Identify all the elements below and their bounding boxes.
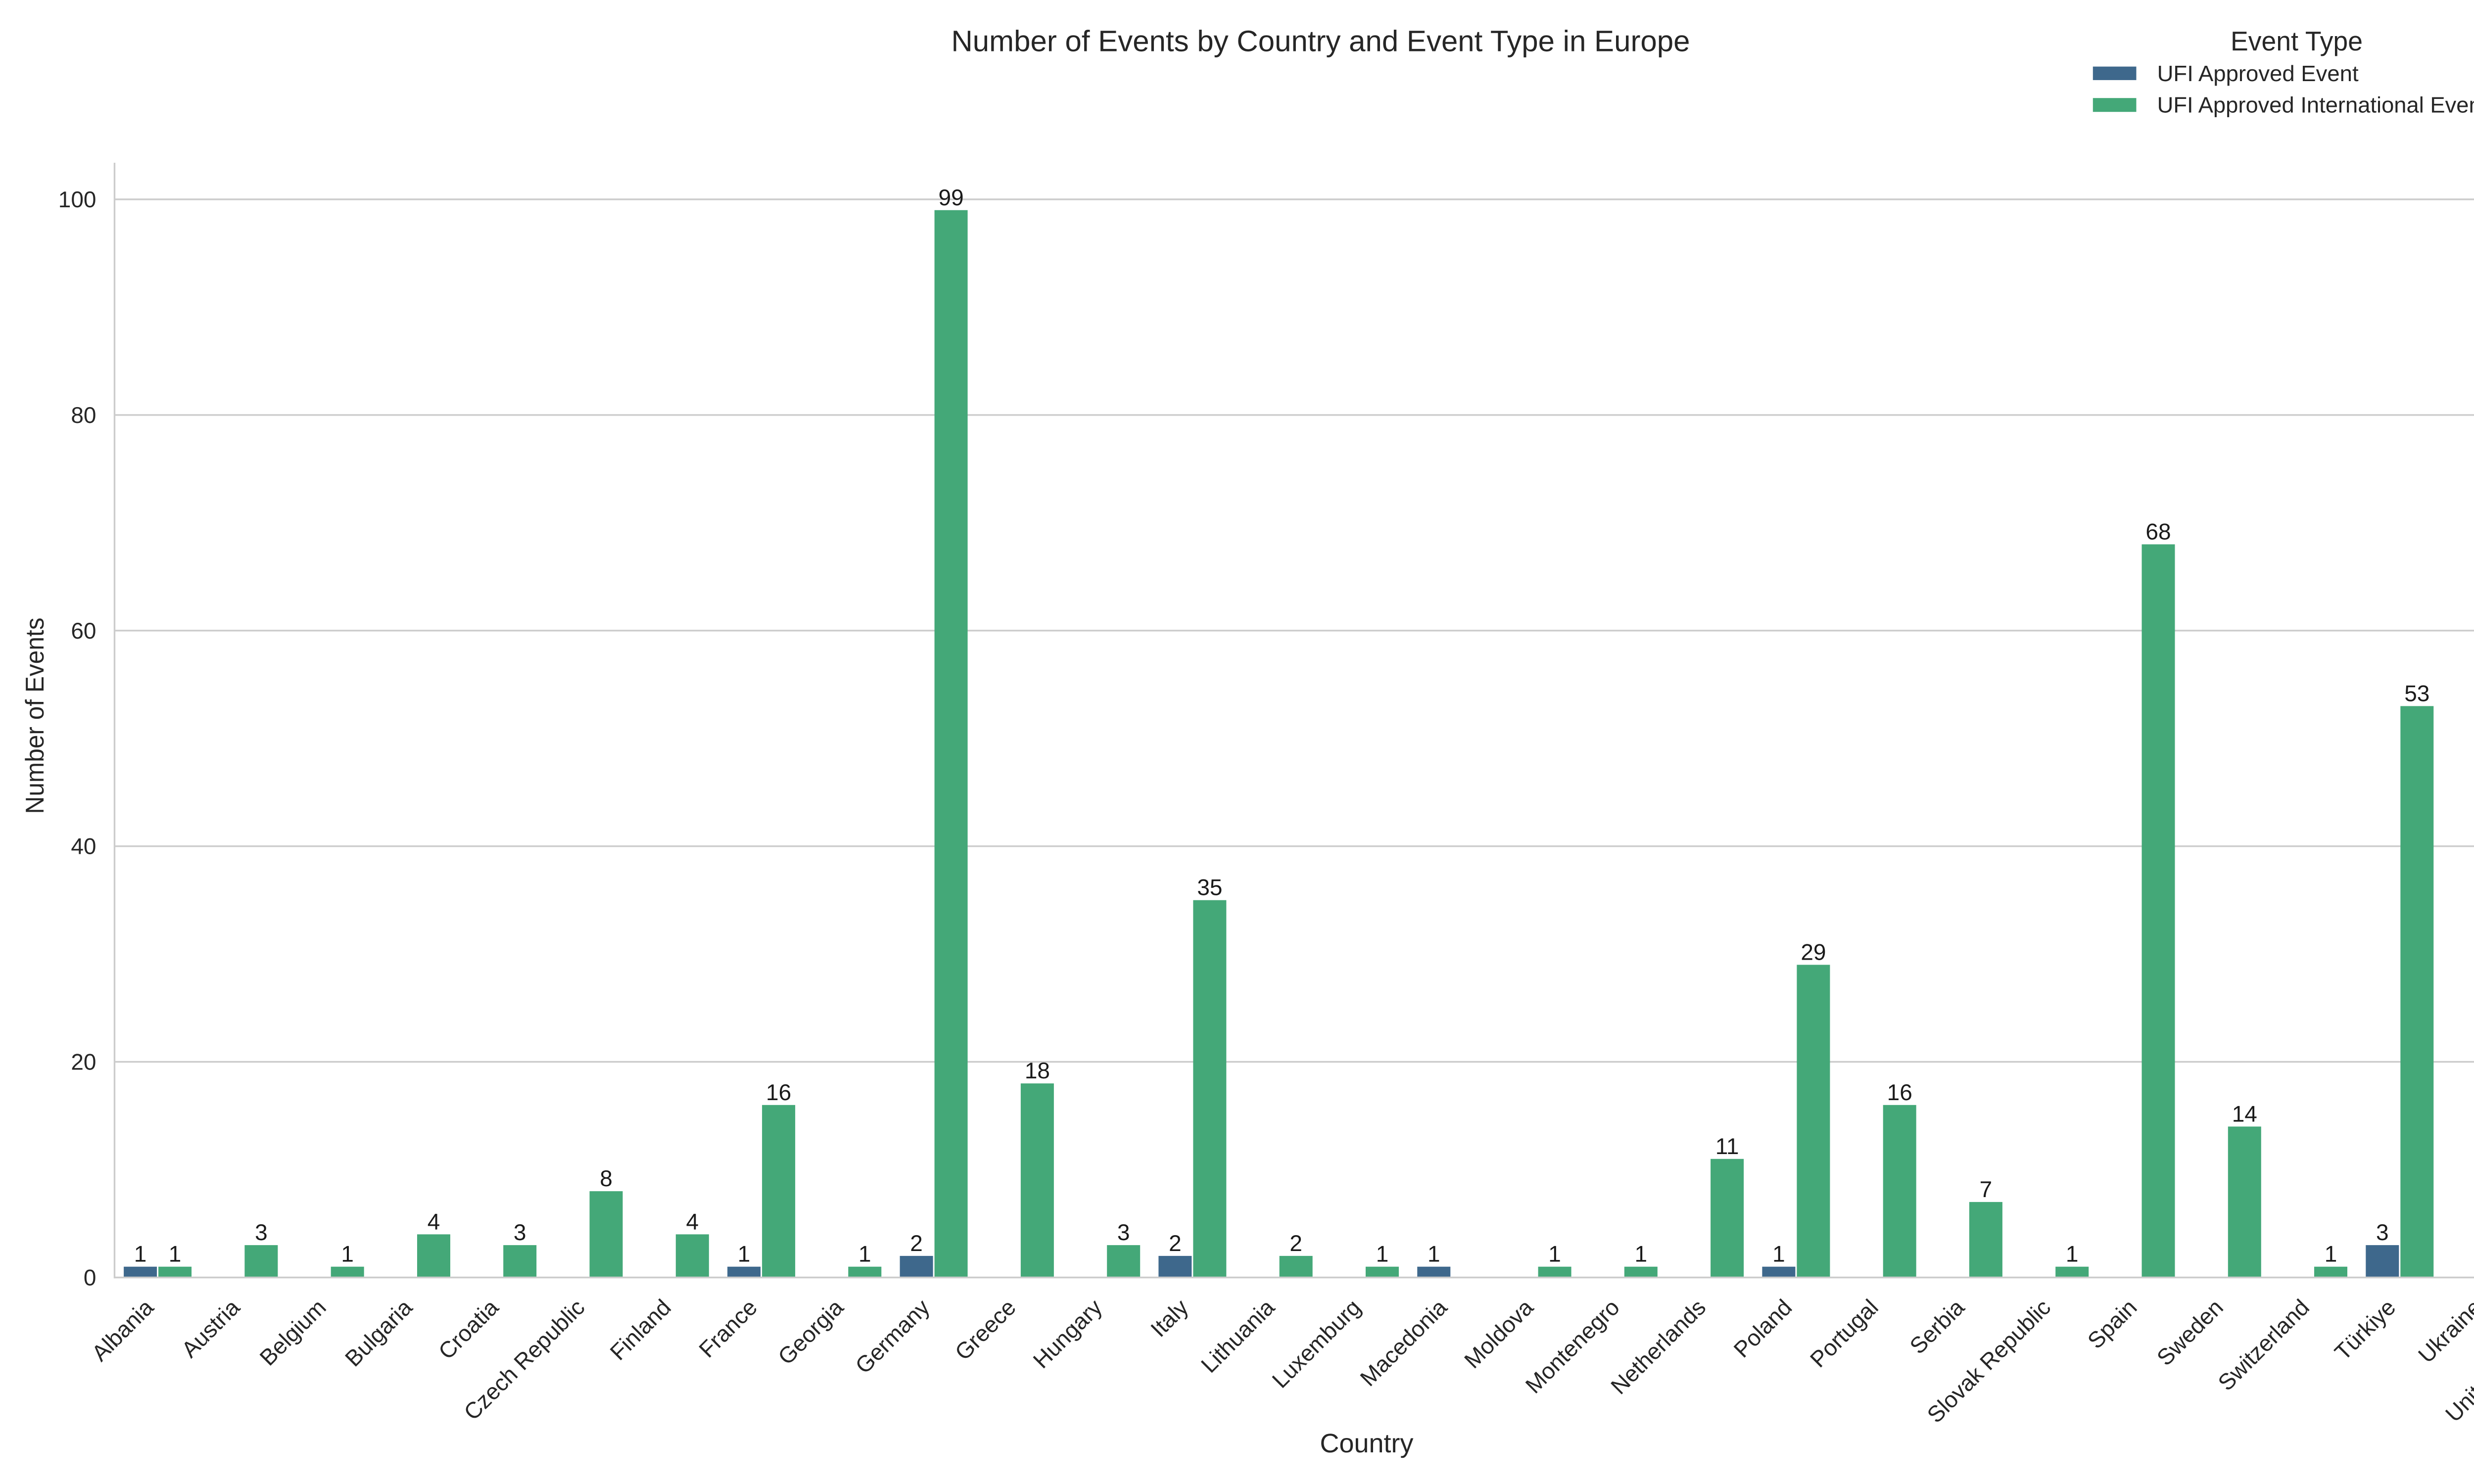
svg-text:1: 1 [1548,1241,1561,1267]
svg-text:53: 53 [2404,680,2429,706]
svg-text:100: 100 [58,186,96,212]
svg-text:35: 35 [1197,875,1222,900]
svg-text:29: 29 [1801,939,1826,965]
svg-text:UFI Approved Event: UFI Approved Event [2157,61,2359,86]
svg-text:16: 16 [766,1079,791,1105]
svg-text:1: 1 [1376,1241,1389,1267]
svg-text:Event Type: Event Type [2231,26,2363,56]
svg-text:UFI Approved International Eve: UFI Approved International Event [2157,93,2474,118]
svg-text:2: 2 [1169,1230,1182,1256]
svg-text:2: 2 [910,1230,923,1256]
svg-text:7: 7 [1980,1176,1993,1202]
svg-text:18: 18 [1025,1058,1050,1083]
svg-text:Country: Country [1320,1429,1413,1458]
svg-text:Number of Events: Number of Events [21,618,49,814]
svg-text:11: 11 [1715,1133,1739,1159]
svg-text:1: 1 [169,1241,182,1267]
svg-text:4: 4 [686,1208,699,1234]
svg-text:99: 99 [939,185,964,210]
svg-text:80: 80 [71,402,96,428]
svg-text:0: 0 [84,1265,96,1291]
svg-text:8: 8 [600,1165,613,1191]
svg-text:68: 68 [2145,518,2171,544]
svg-text:3: 3 [1117,1219,1130,1245]
svg-text:16: 16 [1887,1079,1912,1105]
svg-text:1: 1 [1427,1241,1440,1267]
svg-text:1: 1 [738,1241,751,1267]
svg-text:20: 20 [71,1049,96,1075]
svg-text:60: 60 [71,618,96,644]
svg-text:3: 3 [2376,1219,2389,1245]
svg-text:Number of Events by Country an: Number of Events by Country and Event Ty… [951,25,1690,58]
svg-text:1: 1 [341,1241,354,1267]
svg-text:1: 1 [858,1241,871,1267]
svg-text:14: 14 [2232,1101,2257,1126]
svg-text:1: 1 [2066,1241,2079,1267]
svg-text:3: 3 [255,1219,268,1245]
svg-text:1: 1 [2325,1241,2337,1267]
svg-text:1: 1 [1772,1241,1785,1267]
svg-text:40: 40 [71,834,96,859]
svg-text:2: 2 [1289,1230,1302,1256]
svg-text:3: 3 [514,1219,526,1245]
svg-text:1: 1 [134,1241,147,1267]
svg-text:4: 4 [428,1208,440,1234]
svg-text:1: 1 [1635,1241,1648,1267]
